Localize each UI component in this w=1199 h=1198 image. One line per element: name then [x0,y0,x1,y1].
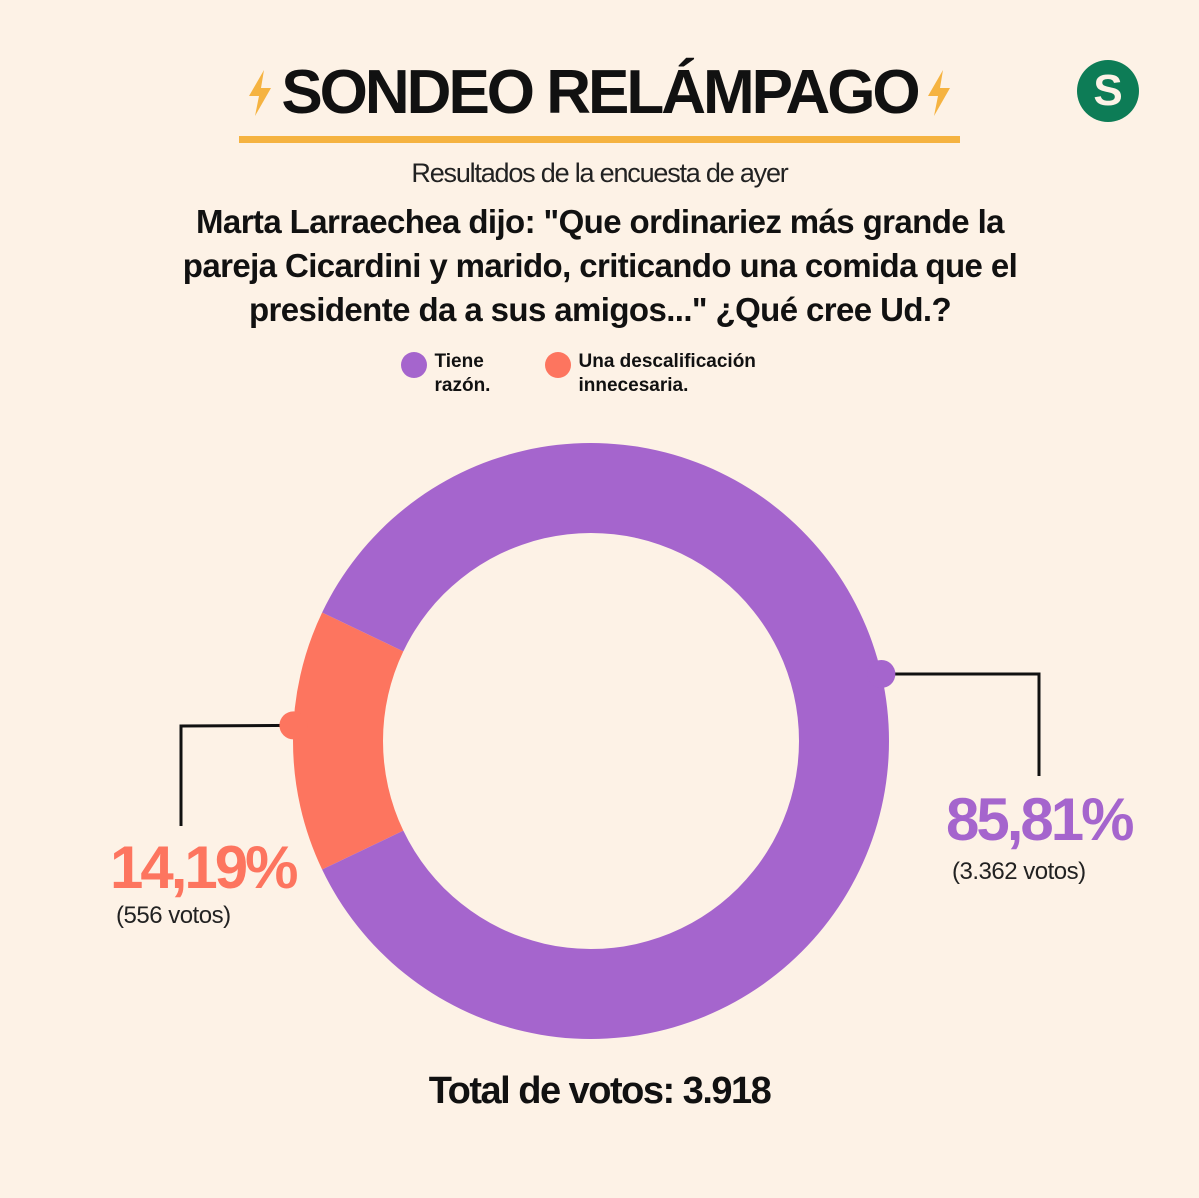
total-votes: Total de votos: 3.918 [428,1070,772,1112]
brand-logo: S [1077,60,1139,122]
subtitle: Resultados de la encuesta de ayer [411,158,788,188]
legend-item-tiene-razon: Tiene razón. [400,350,515,398]
donut-slice-descalificacion [292,612,404,870]
lightning-bolt-icon [247,70,273,116]
percent-label-descalificacion: 14,19% [110,834,298,901]
descalificacion-leader-dot [279,711,308,740]
descalificacion-leader-line [179,723,294,826]
legend-swatch [400,352,427,378]
title-underline: SONDEO RELÁMPAGO [239,58,960,143]
legend-swatch [544,352,571,378]
legend-label: Una descalificación innecesaria. [578,351,756,396]
percent-label-tiene-razon: 85,81% [946,786,1134,853]
votes-label-descalificacion: (556 votos) [116,902,231,929]
votes-label-tiene-razon: (3.362 votos) [952,858,1086,885]
page-title: SONDEO RELÁMPAGO [281,58,920,127]
donut-slice-tiene-razon [322,443,890,1039]
chart-legend: Tiene razón. Una descalificación inneces… [0,350,1199,398]
header: SONDEO RELÁMPAGO [0,62,1199,143]
legend-item-descalificacion: Una descalificación innecesaria. [544,350,799,398]
lightning-bolt-icon [926,70,952,116]
tiene-razon-leader-line [881,672,1041,776]
tiene-razon-leader-dot [867,659,896,688]
poll-question: Marta Larraechea dijo: "Que ordinariez m… [182,203,1018,328]
legend-label: Tiene razón. [434,351,491,396]
